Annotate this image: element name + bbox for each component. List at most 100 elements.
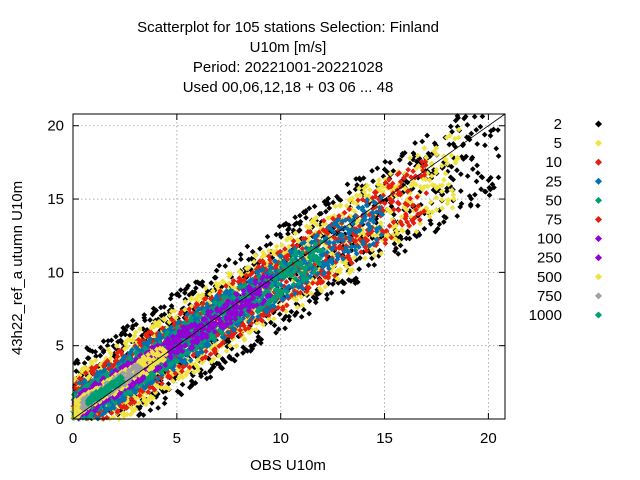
point-2 [118,331,124,338]
point-5 [362,255,368,262]
point-2 [328,290,335,296]
point-2 [124,323,131,329]
point-2 [382,158,389,165]
point-10 [355,197,361,204]
point-2 [231,357,238,364]
point-2 [464,173,471,179]
point-2 [321,199,328,205]
point-2 [271,322,278,329]
point-2 [129,317,136,324]
point-2 [486,192,493,199]
point-2 [208,280,215,286]
point-5 [273,243,280,250]
point-2 [264,233,271,240]
point-2 [214,360,220,367]
point-2 [326,205,333,211]
point-2 [487,132,494,139]
point-2 [481,131,488,138]
point-2 [155,405,161,411]
point-2 [212,274,219,281]
point-5 [441,177,447,183]
point-2 [346,189,353,196]
point-2 [258,336,265,343]
point-2 [162,395,169,402]
point-2 [161,311,168,318]
point-2 [176,293,182,299]
point-2 [371,262,378,268]
point-2 [147,317,153,323]
point-2 [297,212,303,219]
point-2 [222,359,229,365]
point-2 [177,287,184,293]
title-line-4: Used 00,06,12,18 + 03 06 ... 48 [183,79,394,96]
point-2 [325,195,332,202]
point-2 [495,174,502,181]
point-2 [286,313,292,320]
point-2 [306,298,313,304]
point-2 [285,227,291,233]
point-2 [340,280,347,286]
point-2 [147,407,154,414]
point-2 [161,400,168,407]
point-2 [344,181,351,188]
point-2 [282,325,288,332]
point-2 [275,326,282,333]
point-5 [449,204,456,211]
point-2 [283,313,289,320]
point-2 [419,138,426,145]
point-2 [482,142,488,149]
point-2 [161,304,168,310]
point-2 [318,210,324,217]
point-2 [421,225,428,232]
point-2 [324,296,330,302]
point-5 [421,145,428,151]
point-2 [84,355,91,362]
point-2 [370,178,376,185]
point-2 [412,140,418,146]
point-2 [218,364,224,371]
point-2 [474,170,481,176]
point-5 [241,337,248,343]
point-2 [339,289,346,295]
point-2 [121,326,128,333]
title-line-3: Period: 20221001-20221028 [193,59,383,76]
point-2 [133,321,139,328]
point-2 [298,313,305,320]
point-2 [207,374,214,380]
point-2 [244,348,251,354]
point-2 [207,368,213,375]
point-2 [330,281,336,287]
point-2 [225,256,232,263]
point-2 [300,209,307,216]
point-2 [97,352,104,359]
point-2 [104,342,111,349]
point-2 [127,332,133,339]
point-2 [402,248,408,254]
point-2 [286,222,292,229]
point-2 [330,199,336,206]
point-5 [337,203,344,209]
point-2 [345,277,352,283]
point-2 [97,344,104,351]
point-2 [337,197,344,204]
point-2 [153,307,159,314]
point-2 [141,312,148,318]
point-2 [111,353,118,360]
point-2 [374,165,381,172]
point-2 [178,391,185,398]
point-5 [299,302,306,309]
point-5 [223,348,230,354]
point-2 [257,245,263,252]
point-2 [213,267,220,274]
point-10 [405,166,412,173]
point-2 [313,295,320,302]
point-2 [286,317,293,324]
point-2 [475,202,481,209]
scatter-points [70,112,502,422]
point-2 [391,240,398,247]
point-2 [100,347,107,354]
point-2 [179,381,186,388]
point-2 [193,285,199,291]
point-2 [303,214,309,221]
point-2 [495,153,502,159]
